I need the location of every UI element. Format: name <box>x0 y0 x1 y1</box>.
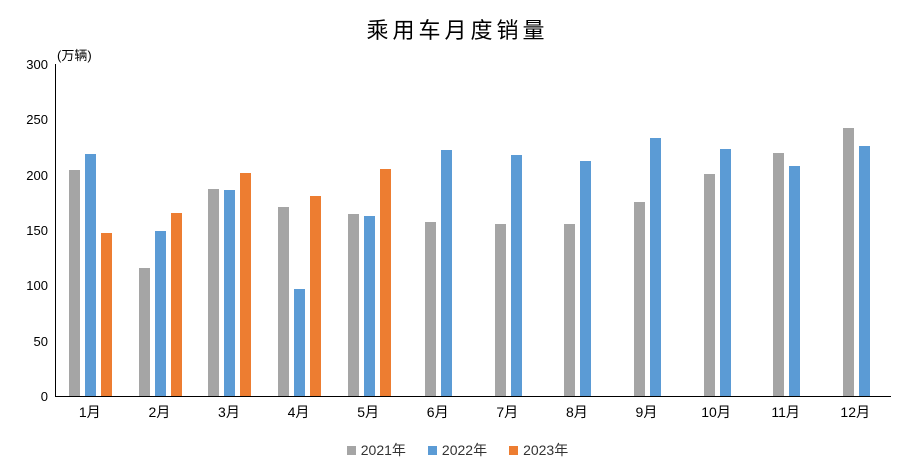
bar-2023年-4月 <box>310 195 322 396</box>
bar-2021年-11月 <box>773 153 785 396</box>
bar-2022年-6月 <box>441 150 453 396</box>
bar-2023年-5月 <box>379 169 391 396</box>
bar-2022年-2月 <box>154 231 166 396</box>
chart-title: 乘用车月度销量 <box>366 18 549 43</box>
bar-2021年-4月 <box>278 207 290 396</box>
legend-item-2021年: 2021年 <box>346 440 406 460</box>
x-axis-label-10月: 10月 <box>701 404 731 420</box>
bar-2022年-12月 <box>858 145 870 396</box>
bar-2022年-3月 <box>224 189 236 396</box>
bar-2022年-1月 <box>85 154 97 396</box>
bar-2023年-2月 <box>170 213 182 396</box>
bar-2021年-5月 <box>347 213 359 396</box>
x-axis-label-4月: 4月 <box>287 404 310 420</box>
bar-2021年-1月 <box>69 169 81 396</box>
bar-2022年-9月 <box>649 137 661 396</box>
y-tick-label-0: 0 <box>40 389 48 404</box>
legend: 2021年 2022年 2023年 <box>0 440 901 460</box>
y-axis-unit-label: (万辆) <box>57 48 92 63</box>
plot-area <box>55 64 891 397</box>
x-axis-label-5月: 5月 <box>357 404 380 420</box>
y-tick-label-300: 300 <box>26 57 48 72</box>
bar-2022年-5月 <box>363 216 375 396</box>
bar-2021年-2月 <box>138 268 150 396</box>
x-axis-label-9月: 9月 <box>635 404 658 420</box>
legend-marker-icon <box>346 445 356 455</box>
y-tick-label-250: 250 <box>26 112 48 128</box>
bar-2022年-10月 <box>719 149 731 396</box>
bar-2021年-12月 <box>842 127 854 396</box>
x-axis-label-6月: 6月 <box>426 404 449 420</box>
bar-2021年-3月 <box>208 188 220 396</box>
bar-2022年-7月 <box>510 155 522 396</box>
y-tick-label-50: 50 <box>33 333 48 349</box>
bar-2023年-3月 <box>240 172 252 396</box>
y-tick-label-100: 100 <box>26 278 48 294</box>
y-tick-label-150: 150 <box>26 223 48 238</box>
bar-2021年-7月 <box>494 224 506 396</box>
y-tick-label-200: 200 <box>26 167 48 183</box>
legend-item-2023年: 2023年 <box>509 440 568 460</box>
bar-2022年-8月 <box>580 160 592 396</box>
legend-label: 2021年 <box>360 442 406 458</box>
bar-2021年-9月 <box>633 202 645 396</box>
x-axis-label-7月: 7月 <box>496 404 519 420</box>
legend-marker-icon <box>509 445 519 455</box>
x-axis-label-12月: 12月 <box>840 404 870 420</box>
bar-2023年-1月 <box>101 233 113 396</box>
x-axis-label-11月: 11月 <box>771 404 800 420</box>
bar-2022年-11月 <box>789 166 801 396</box>
bar-2021年-8月 <box>564 224 576 396</box>
legend-item-2022年: 2022年 <box>427 440 488 460</box>
legend-label: 2023年 <box>523 442 569 458</box>
x-axis-label-2月: 2月 <box>148 404 171 420</box>
legend-marker-icon <box>427 445 437 455</box>
bar-2021年-10月 <box>703 173 715 396</box>
x-axis-label-1月: 1月 <box>78 404 101 420</box>
x-axis-label-3月: 3月 <box>218 404 240 420</box>
legend-label: 2022年 <box>441 442 488 458</box>
x-axis-label-8月: 8月 <box>565 404 588 420</box>
bar-2022年-4月 <box>294 289 306 396</box>
bar-2021年-6月 <box>425 222 437 396</box>
